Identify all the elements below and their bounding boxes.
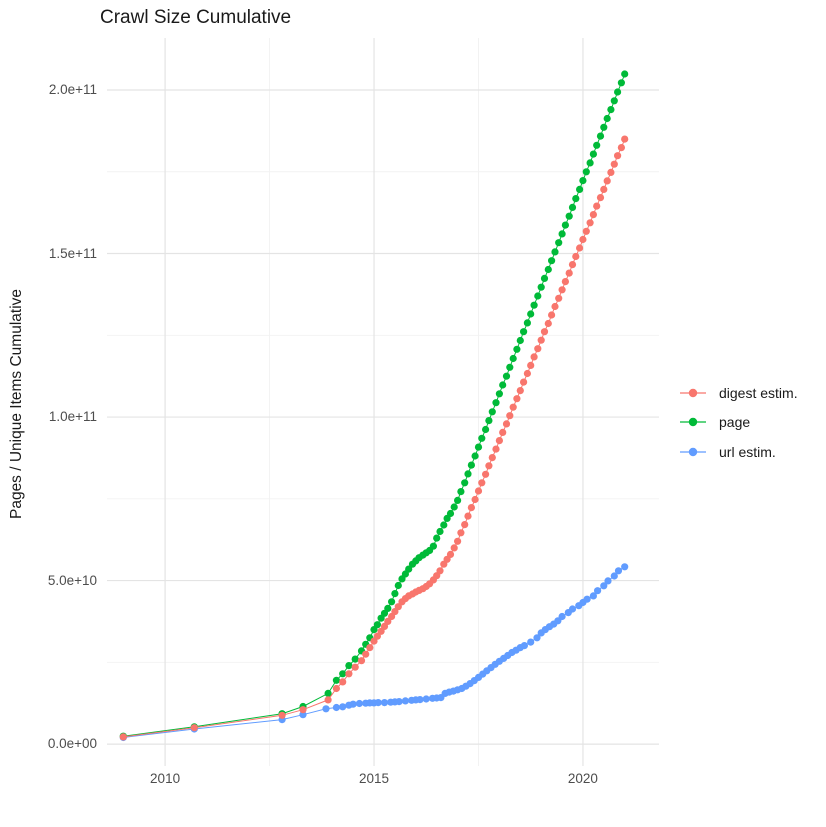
legend-key-icon — [680, 388, 706, 397]
chart-title: Crawl Size Cumulative — [100, 7, 292, 28]
y-tick-label: 1.5e+11 — [48, 245, 97, 261]
legend-key-icon — [680, 418, 706, 427]
y-tick-label: 2.0e+11 — [48, 82, 97, 97]
legend-item-page: page — [678, 408, 798, 438]
legend-key-icon — [680, 447, 706, 456]
x-tick-label: 2015 — [358, 771, 390, 786]
legend: digest estim. page url estim. — [678, 378, 798, 467]
legend-item-digest-estim: digest estim. — [678, 378, 798, 408]
y-tick-label: 0.0e+00 — [47, 736, 97, 752]
legend-label: digest estim. — [719, 384, 798, 401]
legend-item-url-estim: url estim. — [678, 437, 798, 467]
x-tick-label: 2010 — [150, 771, 181, 786]
legend-label: page — [719, 414, 751, 431]
y-axis-title: Pages / Unique Items Cumulative — [8, 288, 25, 520]
x-tick-label: 2020 — [567, 771, 598, 786]
legend-label: url estim. — [719, 443, 776, 460]
y-tick-label: 1.0e+11 — [48, 409, 97, 425]
y-tick-label: 5.0e+10 — [47, 572, 97, 588]
